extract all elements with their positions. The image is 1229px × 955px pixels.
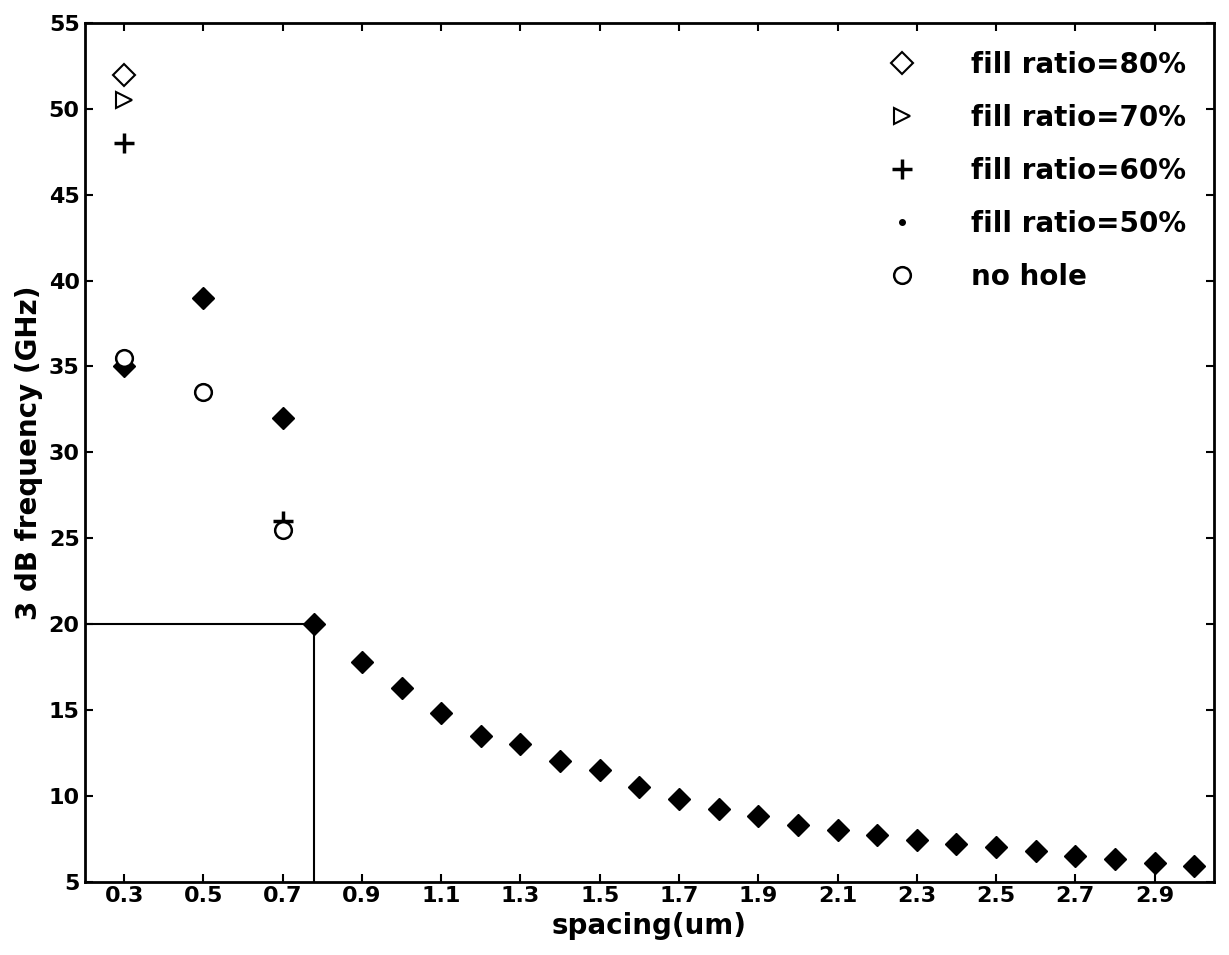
fill ratio=50%: [117, 361, 132, 372]
fill ratio=50%: [790, 819, 805, 831]
fill ratio=50%: [1147, 857, 1161, 868]
fill ratio=50%: [1068, 850, 1083, 861]
fill ratio=50%: [434, 708, 449, 719]
fill ratio=50%: [553, 755, 568, 767]
fill ratio=50%: [512, 738, 527, 750]
fill ratio=50%: [671, 794, 686, 805]
fill ratio=50%: [1029, 845, 1043, 857]
fill ratio=50%: [632, 781, 646, 793]
fill ratio=50%: [197, 292, 211, 304]
fill ratio=50%: [909, 835, 924, 846]
Line: fill ratio=50%: fill ratio=50%: [117, 290, 1202, 874]
fill ratio=50%: [395, 682, 409, 693]
Line: fill ratio=60%: fill ratio=60%: [114, 133, 293, 531]
Y-axis label: 3 dB frequency (GHz): 3 dB frequency (GHz): [15, 285, 43, 620]
fill ratio=50%: [355, 656, 370, 668]
fill ratio=50%: [307, 618, 322, 629]
fill ratio=50%: [1107, 854, 1122, 865]
fill ratio=50%: [473, 730, 488, 741]
Line: no hole: no hole: [116, 350, 291, 538]
fill ratio=50%: [949, 838, 964, 850]
Legend: fill ratio=80%, fill ratio=70%, fill ratio=60%, fill ratio=50%, no hole: fill ratio=80%, fill ratio=70%, fill rat…: [860, 37, 1200, 305]
fill ratio=50%: [1187, 860, 1202, 872]
fill ratio=60%: [117, 138, 132, 149]
fill ratio=50%: [870, 830, 885, 841]
fill ratio=50%: [712, 804, 726, 816]
X-axis label: spacing(um): spacing(um): [552, 912, 747, 940]
fill ratio=60%: [197, 292, 211, 304]
no hole: [275, 524, 290, 536]
fill ratio=50%: [830, 824, 844, 836]
fill ratio=50%: [751, 811, 766, 822]
fill ratio=50%: [592, 764, 607, 775]
fill ratio=50%: [275, 413, 290, 424]
fill ratio=60%: [275, 516, 290, 527]
fill ratio=50%: [988, 841, 1003, 853]
no hole: [197, 387, 211, 398]
no hole: [117, 352, 132, 364]
